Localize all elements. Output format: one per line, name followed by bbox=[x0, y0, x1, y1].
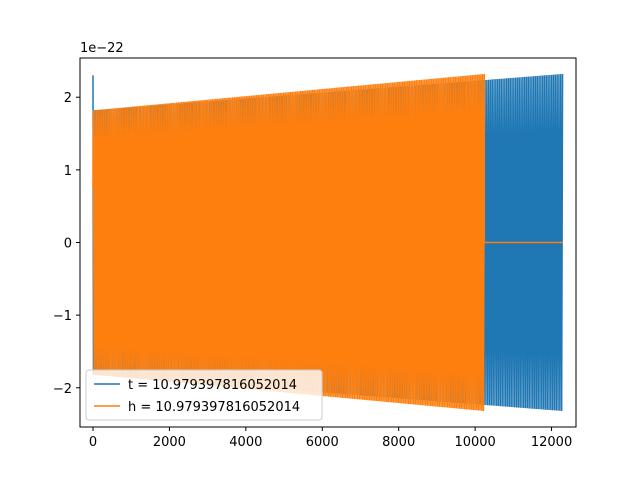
x-tick-label: 12000 bbox=[531, 435, 572, 450]
y-tick-label: −1 bbox=[53, 309, 72, 324]
x-tick-label: 2000 bbox=[153, 435, 186, 450]
legend-box bbox=[85, 369, 323, 421]
y-tick-label: −2 bbox=[53, 382, 72, 397]
legend-label: h = 10.979397816052014 bbox=[128, 400, 300, 415]
x-tick-label: 8000 bbox=[382, 435, 415, 450]
x-tick-label: 0 bbox=[89, 435, 97, 450]
x-tick-label: 4000 bbox=[229, 435, 262, 450]
series-layer bbox=[92, 73, 564, 411]
x-tick-label: 6000 bbox=[306, 435, 339, 450]
y-offset-label: 1e−22 bbox=[80, 41, 124, 56]
x-tick-label: 10000 bbox=[454, 435, 495, 450]
legend-label: t = 10.979397816052014 bbox=[128, 378, 297, 393]
y-tick-label: 2 bbox=[64, 91, 72, 106]
axes-layer: 0 2000 4000 6000 8000 10000 12000 −2 −1 0 1 2 bbox=[53, 91, 572, 450]
legend: t = 10.979397816052014 h = 10.97939781605… bbox=[85, 369, 323, 421]
y-tick-label: 1 bbox=[64, 164, 72, 179]
y-tick-label: 0 bbox=[64, 237, 72, 252]
series-line-h bbox=[92, 73, 563, 411]
